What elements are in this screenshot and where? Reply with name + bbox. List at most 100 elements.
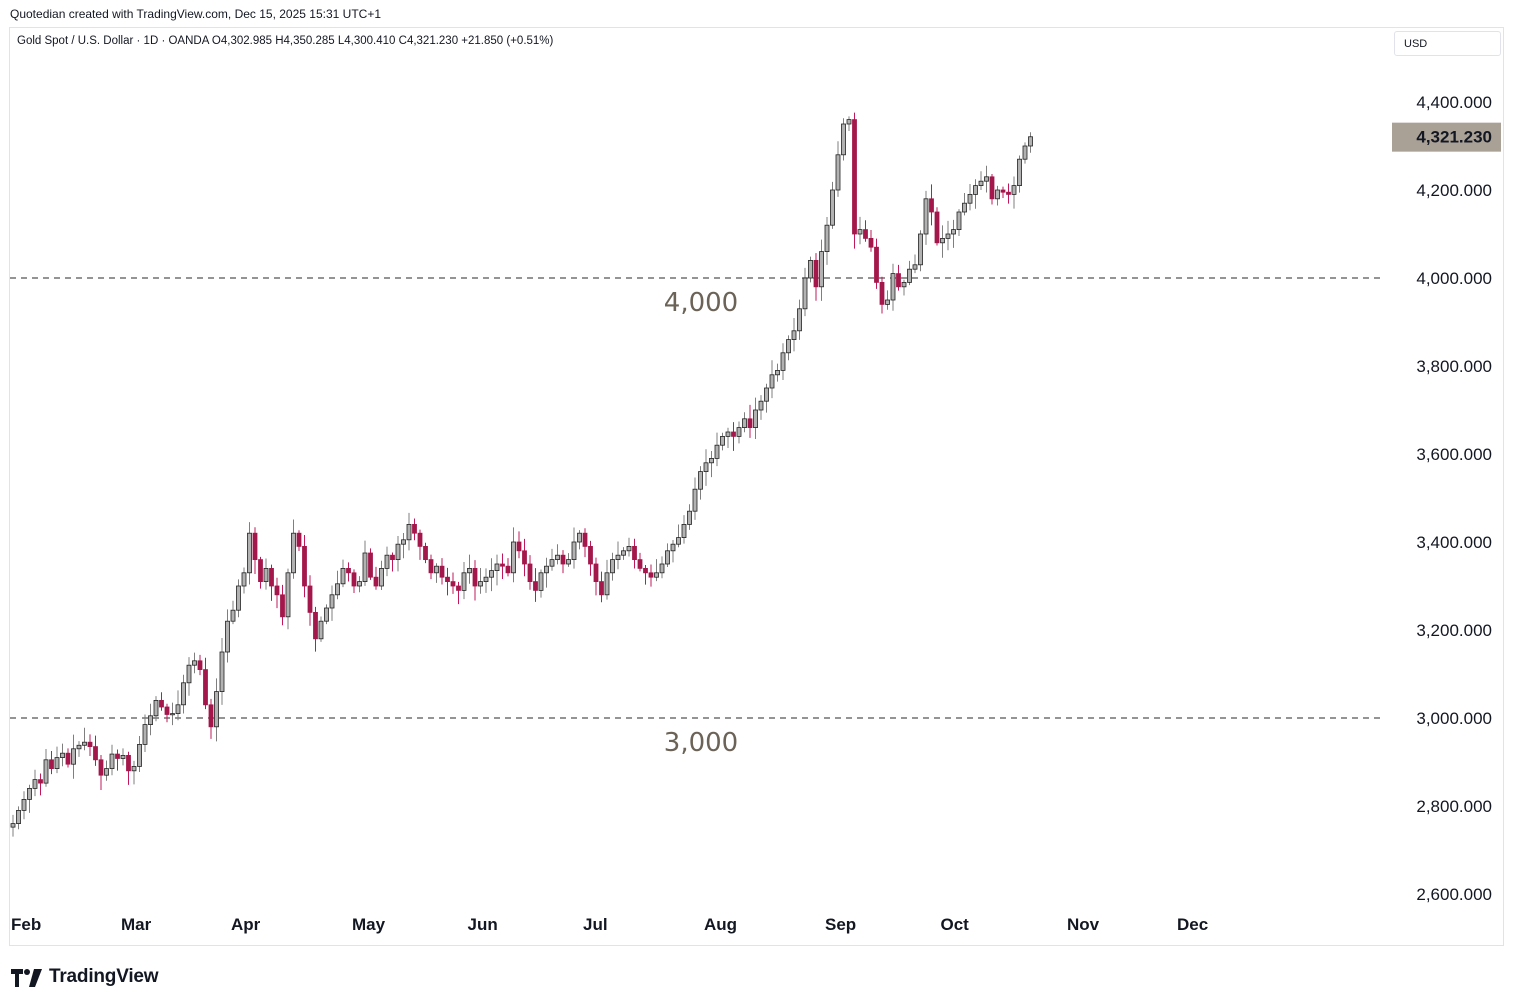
y-tick-label: 4,400.000: [1416, 93, 1492, 112]
candle-body: [1000, 189, 1006, 193]
candle-body: [115, 753, 120, 759]
candle-body: [835, 154, 841, 191]
candle-body: [956, 211, 962, 231]
y-tick-label: 3,600.000: [1416, 445, 1492, 464]
candle-body: [654, 572, 659, 578]
candle-body: [857, 229, 863, 235]
candle-body: [38, 779, 43, 784]
candle-body: [489, 570, 494, 578]
candle-body: [93, 746, 98, 761]
candle-body: [995, 189, 1000, 200]
candle-body: [483, 576, 489, 583]
x-month-label: Aug: [704, 915, 737, 934]
candle-body: [109, 753, 115, 770]
candle-body: [516, 541, 522, 552]
candle-body: [874, 246, 879, 283]
candle-body: [439, 565, 445, 578]
candle-body: [494, 563, 500, 571]
candle-body: [786, 339, 791, 354]
level-label: 3,000: [664, 728, 738, 758]
candle-body: [82, 741, 87, 746]
candle-body: [269, 568, 274, 587]
candle-body: [758, 400, 764, 411]
candle-body: [637, 559, 643, 569]
tradingview-brand[interactable]: TradingView: [11, 966, 159, 988]
candle-body: [742, 418, 747, 428]
candle-body: [142, 724, 148, 745]
x-month-label: Jun: [468, 915, 498, 934]
x-month-label: Jul: [583, 915, 608, 934]
candle-body: [98, 759, 104, 776]
candle-body: [852, 119, 857, 235]
candle-body: [582, 532, 588, 547]
candle-body: [302, 546, 307, 587]
candle-body: [126, 755, 131, 772]
currency-button[interactable]: USD: [1394, 31, 1501, 56]
candle-body: [362, 552, 368, 583]
candle-body: [351, 572, 357, 587]
candle-body: [555, 554, 560, 561]
candle-body: [214, 691, 219, 728]
candle-body: [841, 123, 846, 156]
candle-body: [252, 532, 258, 561]
candle-body: [131, 766, 137, 772]
candle-body: [181, 682, 186, 706]
candle-body: [747, 418, 753, 428]
candle-body: [329, 594, 335, 609]
candle-body: [780, 352, 786, 371]
candle-body: [373, 576, 379, 587]
candle-body: [16, 810, 21, 825]
candle-body: [753, 409, 758, 429]
candle-body: [725, 431, 731, 437]
candle-body: [879, 281, 885, 305]
candle-body: [423, 546, 428, 561]
candle-body: [863, 229, 868, 239]
candle-body: [736, 427, 742, 437]
candle-body: [60, 752, 65, 759]
x-month-label: Feb: [11, 915, 41, 934]
candle-body: [709, 457, 714, 464]
candle-body: [681, 524, 687, 539]
candle-body: [456, 585, 461, 591]
candle-body: [1022, 145, 1028, 160]
candle-body: [148, 715, 153, 725]
candle-body: [461, 572, 467, 591]
candle-body: [967, 193, 973, 204]
candle-body: [274, 585, 280, 596]
candle-body: [203, 669, 208, 706]
candle-body: [885, 299, 890, 305]
candle-body: [153, 700, 159, 717]
candle-body: [21, 799, 27, 811]
x-month-label: Sep: [825, 915, 856, 934]
candle-body: [219, 651, 225, 692]
candle-body: [868, 237, 874, 248]
candle-body: [1017, 158, 1022, 186]
candle-body: [76, 744, 82, 750]
y-tick-label: 2,600.000: [1416, 885, 1492, 904]
candle-body: [522, 550, 527, 565]
candle-body: [604, 572, 610, 596]
x-month-label: Apr: [231, 915, 261, 934]
candle-body: [225, 620, 230, 653]
candle-body: [571, 541, 577, 561]
candle-body: [291, 532, 296, 574]
candle-body: [104, 768, 109, 776]
candle-body: [296, 532, 302, 547]
candle-body: [676, 537, 681, 545]
candle-body: [802, 277, 808, 310]
candle-body: [659, 563, 665, 574]
candle-body: [687, 510, 692, 525]
candle-body: [368, 552, 373, 578]
candle-body: [379, 568, 384, 587]
candle-body: [263, 568, 269, 583]
candle-body: [819, 251, 824, 288]
candle-body: [643, 568, 648, 574]
candle-body: [230, 609, 236, 622]
candle-body: [907, 268, 912, 283]
candle-body: [632, 546, 637, 561]
candle-body: [236, 585, 241, 611]
candle-body: [808, 259, 813, 279]
y-tick-label: 3,400.000: [1416, 533, 1492, 552]
candle-body: [599, 581, 604, 596]
x-month-label: Oct: [941, 915, 970, 934]
